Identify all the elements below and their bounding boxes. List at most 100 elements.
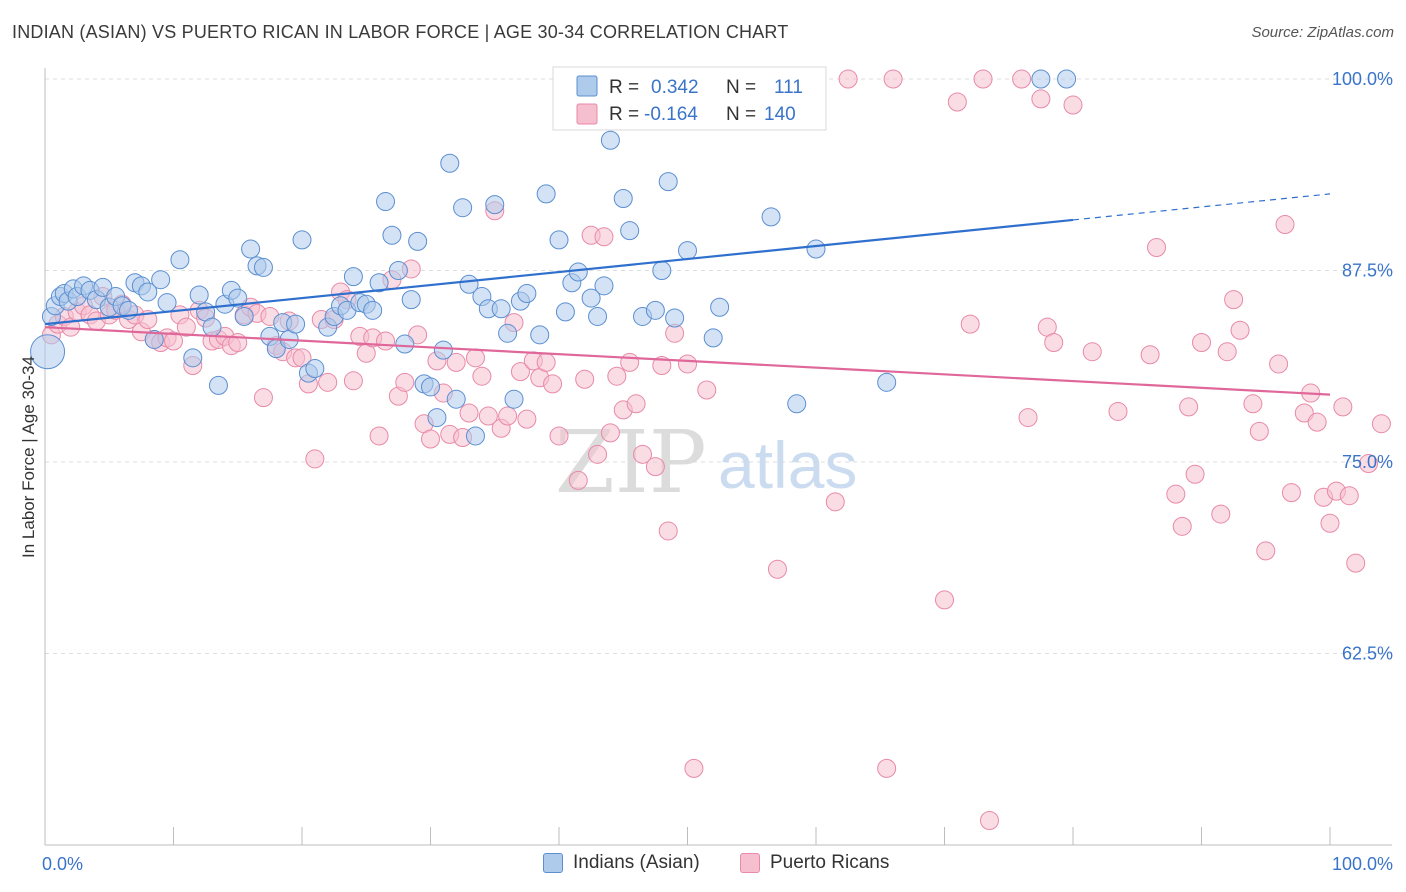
- puerto-rican-point-114: [1018, 408, 1038, 428]
- puerto-rican-point-74: [517, 409, 537, 429]
- indian-point-69: [485, 195, 505, 215]
- puerto-rican-point-119: [1082, 342, 1102, 362]
- puerto-rican-point-84: [594, 227, 614, 247]
- watermark: ZIP atlas: [555, 413, 857, 513]
- puerto-rican-point-132: [1243, 394, 1263, 414]
- indian-point-34: [253, 257, 273, 277]
- puerto-rican-point-90: [633, 444, 653, 464]
- puerto-rican-point-127: [1192, 333, 1211, 353]
- indian-point-102: [1031, 69, 1051, 89]
- puerto-rican-point-65: [459, 403, 479, 423]
- legend-n-value-0: 111: [774, 77, 803, 98]
- legend-n-label-1: N =: [726, 104, 756, 125]
- puerto-rican-point-92: [652, 355, 672, 375]
- puerto-rican-point-148: [1371, 414, 1391, 434]
- puerto-rican-point-142: [1320, 513, 1340, 533]
- puerto-rican-point-117: [1044, 333, 1064, 353]
- indian-point-55: [395, 334, 415, 354]
- puerto-rican-point-138: [1294, 403, 1314, 423]
- indian-point-92: [678, 241, 697, 261]
- puerto-rican-point-77: [536, 352, 556, 372]
- puerto-rican-point-68: [478, 406, 498, 426]
- puerto-rican-point-130: [1224, 290, 1244, 310]
- puerto-rican-point-95: [678, 354, 697, 374]
- indian-point-59: [421, 377, 440, 397]
- puerto-rican-point-33: [253, 388, 273, 408]
- puerto-rican-point-144: [1333, 397, 1353, 417]
- indian-point-86: [620, 221, 640, 241]
- indian-point-89: [652, 261, 672, 280]
- puerto-rican-point-89: [626, 394, 646, 414]
- puerto-rican-point-85: [600, 423, 620, 443]
- y-axis-label: In Labor Force | Age 30-34: [19, 356, 38, 558]
- chart-source: Source: ZipAtlas.com: [1251, 24, 1394, 41]
- indian-point-51: [369, 273, 389, 293]
- y-tick-label-2: 87.5%: [1342, 261, 1393, 281]
- indian-point-47: [343, 267, 363, 287]
- puerto-rican-point-123: [1166, 484, 1186, 504]
- indian-point-11: [93, 277, 113, 297]
- puerto-rican-point-136: [1275, 215, 1295, 235]
- y-tick-label-0: 62.5%: [1342, 644, 1393, 664]
- puerto-rican-point-128: [1211, 504, 1231, 524]
- indian-point-76: [536, 184, 556, 204]
- indian-point-94: [703, 328, 723, 348]
- axes: [44, 68, 1392, 846]
- puerto-rican-point-109: [947, 92, 967, 112]
- indian-point-27: [208, 375, 228, 395]
- legend-r-value-0: 0.342: [651, 77, 699, 98]
- indian-point-39: [286, 314, 306, 334]
- indian-point-74: [517, 283, 537, 303]
- indian-point-80: [568, 262, 588, 282]
- puerto-rican-point-118: [1063, 95, 1083, 115]
- puerto-rican-point-137: [1281, 483, 1301, 503]
- puerto-rican-point-126: [1185, 464, 1205, 484]
- puerto-rican-point-131: [1230, 320, 1250, 340]
- indian-point-88: [645, 300, 665, 320]
- puerto-rican-point-108: [935, 590, 954, 610]
- puerto-rican-point-120: [1108, 401, 1128, 421]
- puerto-rican-point-63: [446, 352, 466, 372]
- puerto-rican-point-83: [588, 444, 608, 464]
- puerto-rican-point-111: [973, 69, 993, 89]
- indian-point-82: [588, 306, 608, 326]
- indian-point-91: [665, 308, 685, 328]
- puerto-rican-point-125: [1179, 397, 1199, 417]
- indian-point-30: [228, 288, 248, 308]
- puerto-rican-point-133: [1249, 421, 1269, 441]
- puerto-rican-point-47: [343, 371, 363, 391]
- puerto-rican-point-110: [960, 314, 980, 334]
- puerto-rican-point-134: [1256, 541, 1276, 561]
- puerto-rican-point-80: [568, 470, 588, 490]
- puerto-rican-point-104: [825, 492, 845, 512]
- y-tick-label-1: 75.0%: [1342, 452, 1393, 472]
- indian-point-22: [170, 250, 190, 270]
- indian-point-18: [138, 282, 158, 302]
- indian-point-52: [376, 192, 396, 212]
- puerto-rican-point-86: [607, 366, 627, 386]
- puerto-rican-points: [41, 69, 1391, 830]
- indian-point-66: [465, 426, 485, 446]
- puerto-rican-point-140: [1307, 412, 1327, 432]
- indian-point-56: [401, 290, 421, 310]
- indian-point-50: [363, 300, 383, 320]
- puerto-rican-point-129: [1217, 342, 1237, 362]
- legend-n-value-1: 140: [764, 104, 796, 125]
- puerto-rican-point-41: [305, 449, 325, 469]
- indian-point-95: [710, 297, 730, 317]
- indian-point-19: [144, 329, 164, 349]
- indian-point-72: [504, 389, 524, 409]
- legend-item-puerto-rican[interactable]: Puerto Ricans: [740, 852, 889, 874]
- puerto-rican-point-88: [620, 352, 640, 372]
- legend-item-indian[interactable]: Indians (Asian): [543, 852, 700, 874]
- puerto-rican-point-93: [658, 521, 678, 541]
- indian-point-81: [581, 288, 601, 308]
- legend-swatch-puerto-rican-bottom: [740, 853, 760, 873]
- trend-lines: [44, 193, 1331, 396]
- indian-trend-line: [44, 218, 1074, 326]
- indian-point-23: [183, 348, 203, 368]
- indian-trend-extension: [1072, 193, 1331, 221]
- puerto-rican-point-21: [176, 317, 196, 337]
- puerto-rican-trend-line: [44, 326, 1331, 396]
